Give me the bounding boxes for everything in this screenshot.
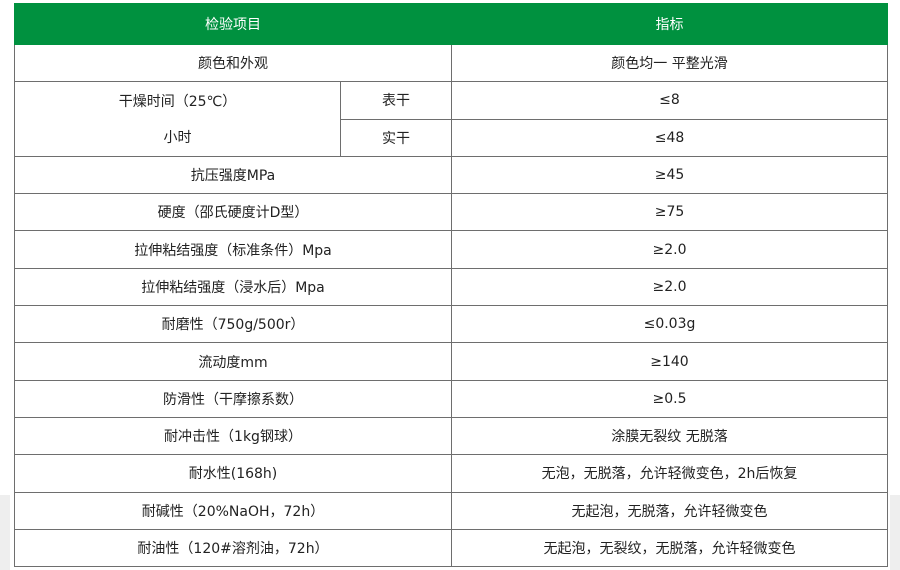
value-cell: 无起泡，无裂纹，无脱落，允许轻微变色 [451,528,888,568]
header-row: 检验项目 指标 [14,3,888,45]
item-cell: 流动度mm [14,342,452,381]
value-cell: 颜色均一 平整光滑 [451,43,888,83]
value-cell: 无泡，无脱落，允许轻微变色，2h后恢复 [451,454,888,493]
value-cell: 涂膜无裂纹 无脱落 [451,416,888,456]
table-row: 颜色和外观 颜色均一 平整光滑 [14,43,888,83]
table-row: 抗压强度MPa ≥45 [14,155,888,195]
surface-dry-label: 表干 [340,81,452,120]
item-cell: 拉伸粘结强度（浸水后）Mpa [14,267,452,307]
header-index: 指标 [451,3,888,45]
spec-table: 检验项目 指标 颜色和外观 颜色均一 平整光滑 干燥时间（25℃） 表干 ≤8 … [14,3,888,568]
table-row: 耐水性(168h) 无泡，无脱落，允许轻微变色，2h后恢复 [14,454,888,493]
value-cell: 无起泡，无脱落，允许轻微变色 [451,491,888,530]
drying-label-line2: 小时 [14,119,341,157]
item-cell: 抗压强度MPa [14,155,452,195]
table-row: 耐油性（120#溶剂油，72h） 无起泡，无裂纹，无脱落，允许轻微变色 [14,528,888,568]
right-margin-strip [890,495,900,570]
value-cell: ≥2.0 [451,267,888,307]
left-margin-strip [0,495,10,570]
table-row: 拉伸粘结强度（标准条件）Mpa ≥2.0 [14,230,888,269]
item-cell: 耐磨性（750g/500r） [14,305,452,344]
table-row: 耐磨性（750g/500r） ≤0.03g [14,305,888,344]
value-cell: ≤0.03g [451,305,888,344]
item-cell: 拉伸粘结强度（标准条件）Mpa [14,230,452,269]
header-item: 检验项目 [14,3,452,45]
item-cell: 硬度（邵氏硬度计D型） [14,193,452,232]
value-cell: ≥45 [451,155,888,195]
value-cell: ≤48 [451,118,888,157]
table-row: 小时 实干 ≤48 [14,118,888,157]
table-row: 耐碱性（20%NaOH，72h） 无起泡，无脱落，允许轻微变色 [14,491,888,530]
value-cell: ≥2.0 [451,230,888,269]
item-cell: 防滑性（干摩擦系数） [14,379,452,418]
item-cell: 耐碱性（20%NaOH，72h） [14,491,452,530]
value-cell: ≤8 [451,81,888,120]
drying-label-line1: 干燥时间（25℃） [14,81,341,120]
item-cell: 耐油性（120#溶剂油，72h） [14,528,452,568]
value-cell: ≥75 [451,193,888,232]
table-row: 干燥时间（25℃） 表干 ≤8 [14,81,888,120]
table-row: 耐冲击性（1kg钢球） 涂膜无裂纹 无脱落 [14,416,888,456]
table-row: 硬度（邵氏硬度计D型） ≥75 [14,193,888,232]
item-cell: 颜色和外观 [14,43,452,83]
table-row: 流动度mm ≥140 [14,342,888,381]
item-cell: 耐冲击性（1kg钢球） [14,416,452,456]
value-cell: ≥0.5 [451,379,888,418]
value-cell: ≥140 [451,342,888,381]
table-row: 防滑性（干摩擦系数） ≥0.5 [14,379,888,418]
table-row: 拉伸粘结强度（浸水后）Mpa ≥2.0 [14,267,888,307]
item-cell: 耐水性(168h) [14,454,452,493]
hard-dry-label: 实干 [340,118,452,157]
